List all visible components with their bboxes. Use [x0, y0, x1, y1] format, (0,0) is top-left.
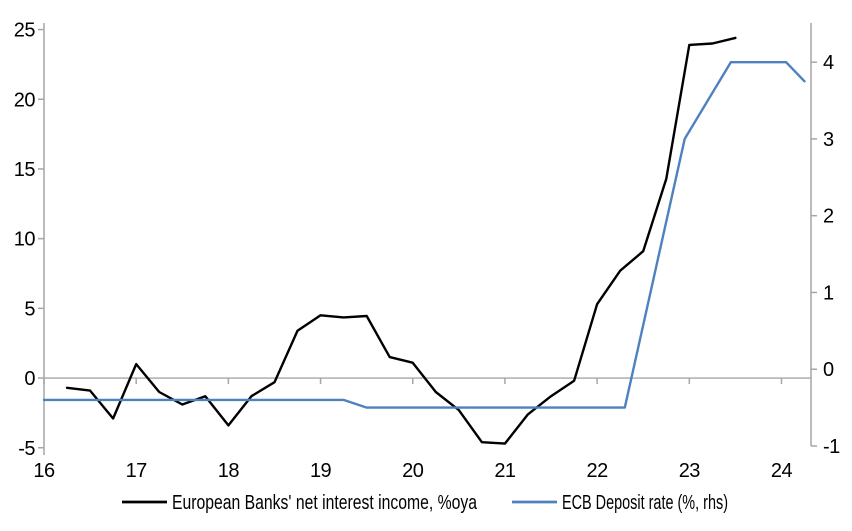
left-tick-label: -5	[18, 438, 35, 460]
x-tick-label: 23	[679, 460, 701, 482]
right-tick-label: -1	[823, 436, 840, 458]
axes	[38, 23, 817, 455]
x-tick-label: 16	[33, 460, 55, 482]
series-line-0	[65, 36, 737, 445]
x-tick-label: 17	[126, 460, 148, 482]
right-tick-label: 1	[823, 282, 834, 304]
left-tick-label: 0	[24, 368, 35, 390]
legend-label-0: European Banks' net interest income, %oy…	[172, 492, 478, 514]
right-tick-label: 2	[823, 206, 834, 228]
legend-label-1: ECB Deposit rate (%, rhs)	[562, 492, 728, 514]
x-tick-label: 22	[587, 460, 609, 482]
x-tick-label: 18	[218, 460, 240, 482]
x-tick-label: 24	[771, 460, 793, 482]
left-tick-label: 15	[14, 159, 36, 181]
left-tick-label: 20	[14, 89, 36, 111]
left-tick-label: 5	[24, 298, 35, 320]
left-tick-label: 10	[14, 229, 36, 251]
right-tick-label: 3	[823, 129, 834, 151]
left-tick-label: 25	[14, 20, 36, 42]
right-tick-label: 0	[823, 359, 834, 381]
series-line-1	[42, 61, 806, 409]
x-tick-label: 21	[494, 460, 516, 482]
right-tick-label: 4	[823, 52, 834, 74]
x-tick-label: 19	[310, 460, 332, 482]
x-tick-label: 20	[402, 460, 424, 482]
